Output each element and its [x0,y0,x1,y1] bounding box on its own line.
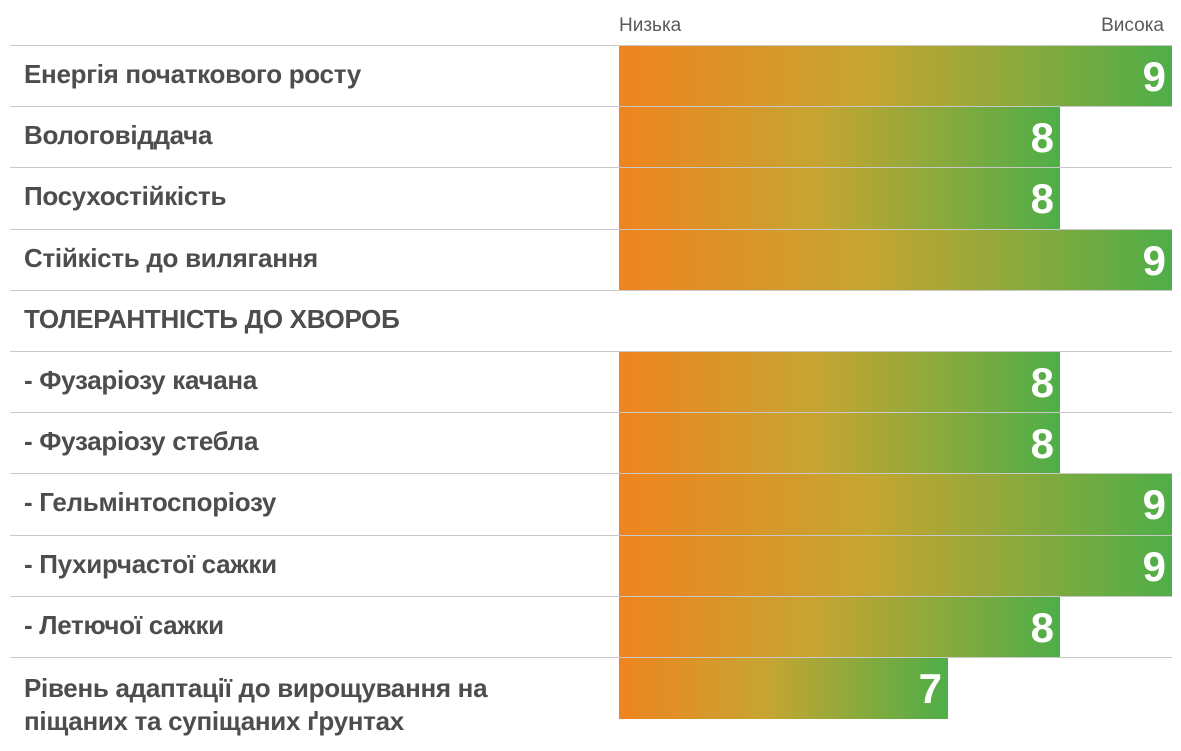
rating-bar: 9 [619,230,1172,291]
bar-value-label: 9 [1142,481,1166,528]
category-label: - Пухирчастої сажки [24,549,277,579]
rating-bar: 8 [619,413,1060,474]
rating-bar: 9 [619,474,1172,535]
row-separator [10,657,1172,658]
category-label: Рівень адаптації до вирощування на піщан… [24,673,488,736]
row-separator [10,412,1172,413]
bar-value-label: 9 [1142,53,1166,100]
row-separator [10,106,1172,107]
category-label: - Летючої сажки [24,610,224,640]
rating-bar: 9 [619,536,1172,597]
section-heading: ТОЛЕРАНТНІСТЬ ДО ХВОРОБ [24,304,400,334]
rating-bar: 9 [619,46,1172,107]
bar-value-label: 8 [1030,114,1054,161]
row-separator [10,473,1172,474]
row-separator [10,229,1172,230]
bar-value-label: 8 [1030,604,1054,651]
rating-bar: 8 [619,597,1060,658]
scale-high-label: Висока [1101,15,1164,36]
category-label: Енергія початкового росту [24,59,361,89]
scale-low-label: Низька [619,15,682,36]
rating-bar: 8 [619,168,1060,229]
row-separator [10,535,1172,536]
category-label: Посухостійкість [24,181,227,211]
category-label: Стійкість до вилягання [24,243,318,273]
bar-value-label: 8 [1030,175,1054,222]
category-label: - Фузаріозу качана [24,365,257,395]
row-separator [10,290,1172,291]
bar-value-label: 8 [1030,359,1054,406]
bar-value-label: 8 [1030,420,1054,467]
bar-value-label: 9 [1142,237,1166,284]
row-separator [10,596,1172,597]
rating-bar: 8 [619,107,1060,168]
bar-value-label: 7 [918,665,942,712]
category-label: Вологовіддача [24,120,213,150]
bar-value-label: 9 [1142,543,1166,590]
rating-bar: 8 [619,352,1060,413]
row-separator [10,45,1172,46]
category-label: - Фузаріозу стебла [24,426,259,456]
row-separator [10,167,1172,168]
category-label: - Гельмінтоспоріозу [24,487,277,517]
rating-bar: 7 [619,658,948,719]
row-separator [10,351,1172,352]
